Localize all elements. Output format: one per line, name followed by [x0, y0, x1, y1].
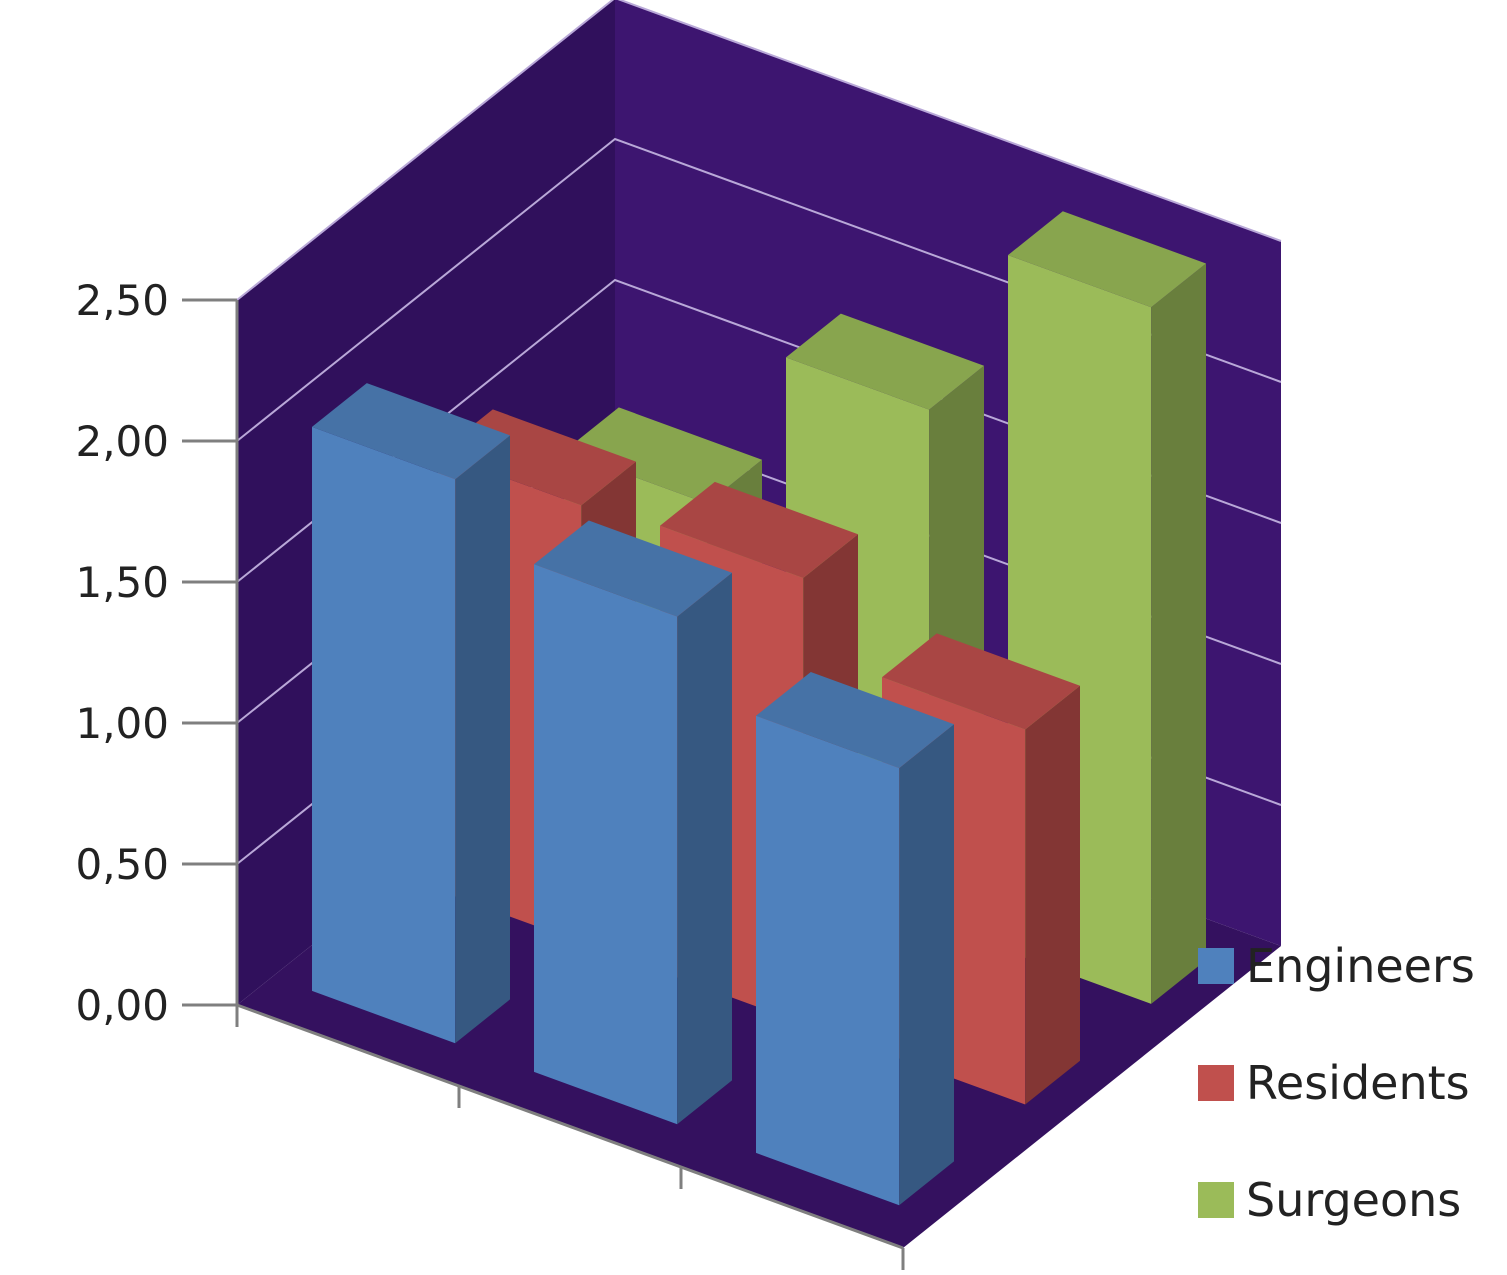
legend-swatch [1198, 1182, 1234, 1218]
legend-label: Engineers [1246, 939, 1475, 993]
bar-top-face [564, 407, 762, 504]
legend-swatch [1198, 948, 1234, 984]
bar-front-face [534, 564, 678, 1125]
y-tick-label: 1,50 [75, 558, 169, 607]
bar-side-face [1025, 685, 1080, 1105]
bar-top-face [312, 383, 510, 480]
legend-swatch [1198, 1065, 1234, 1101]
bar-front-face [756, 715, 900, 1206]
bar-side-face [899, 724, 954, 1206]
legend-label: Surgeons [1246, 1173, 1461, 1227]
bar-front-face [312, 426, 456, 1044]
y-tick-label: 2,00 [75, 417, 169, 466]
legend: Engineers Residents Surgeons [1198, 939, 1475, 1227]
bar-side-face [677, 572, 732, 1125]
bar-engineers-3 [756, 672, 954, 1206]
legend-item-surgeons: Surgeons [1198, 1173, 1461, 1227]
bar-side-face [455, 435, 510, 1044]
bar-engineers-2 [534, 520, 732, 1125]
bar-side-face [1151, 263, 1206, 1004]
bars [312, 211, 1206, 1206]
legend-label: Residents [1246, 1056, 1470, 1110]
bar-top-face [1008, 211, 1206, 308]
bar-top-face [882, 633, 1080, 730]
y-tick-label: 1,00 [75, 699, 169, 748]
axes: 0,00 0,50 1,00 1,50 2,00 2,50 [75, 276, 905, 1270]
y-tick-label: 0,00 [75, 981, 169, 1030]
legend-item-residents: Residents [1198, 1056, 1470, 1110]
gridline [236, 0, 1282, 301]
bar-top-face [660, 481, 858, 578]
bar-top-face [756, 672, 954, 769]
y-tick-label: 2,50 [75, 276, 169, 325]
y-tick-label: 0,50 [75, 840, 169, 889]
x-axis-line [236, 1003, 904, 1250]
bar-top-face [786, 313, 984, 410]
legend-item-engineers: Engineers [1198, 939, 1475, 993]
bar-engineers-1 [312, 383, 510, 1044]
bar-top-face [534, 520, 732, 617]
